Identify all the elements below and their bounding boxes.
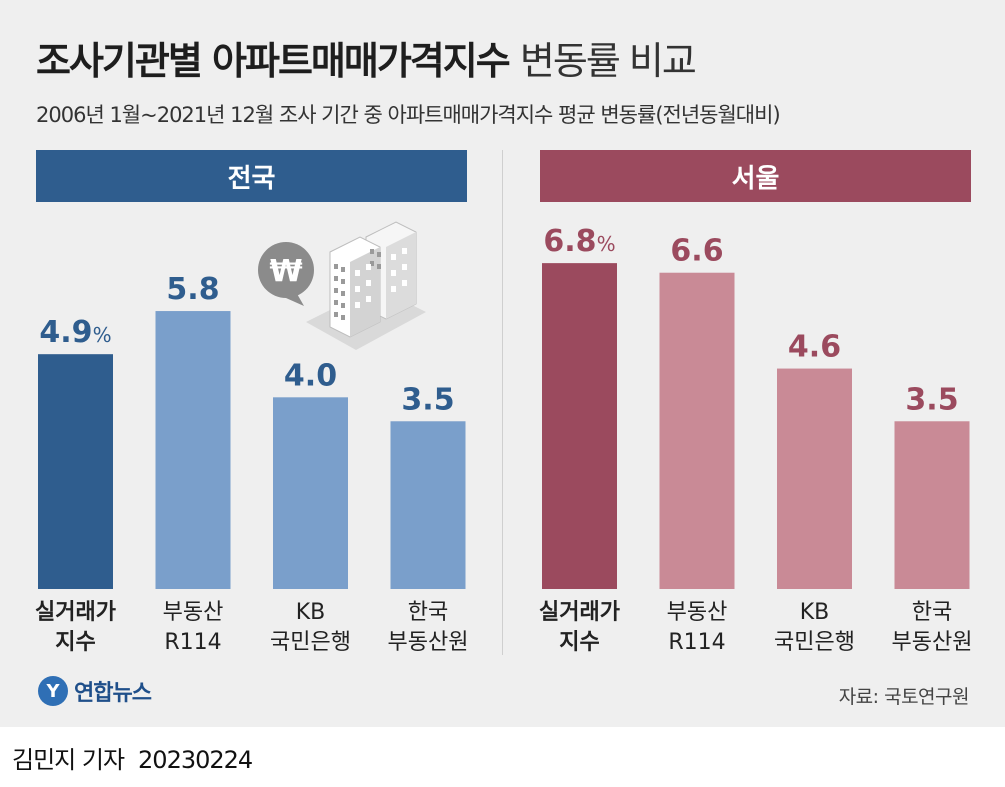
category-label-seoul-1: 지수	[559, 630, 599, 655]
category-label-seoul-4: 부동산원	[892, 630, 973, 655]
apartment-buildings-icon	[306, 221, 426, 350]
value-label-national-3: 4.0	[284, 358, 337, 393]
category-label-national-3: 국민은행	[270, 630, 351, 655]
publish-date: 20230224	[138, 746, 253, 774]
author: 김민지 기자	[12, 746, 125, 774]
value-label-seoul-2: 6.6	[670, 234, 723, 269]
category-label-national-4: 부동산원	[388, 630, 469, 655]
bar-seoul-3	[777, 368, 852, 589]
logo-mark-icon: Y	[38, 676, 68, 706]
won-sign-speech-bubble-icon: ₩	[258, 242, 314, 306]
category-label-national-3: KB	[296, 600, 326, 625]
title-rest: 변동률 비교	[519, 39, 697, 83]
category-label-national-2: 부동산	[163, 600, 224, 625]
value-label-seoul-4: 3.5	[905, 382, 958, 417]
apartment-illustration: ₩	[258, 221, 426, 350]
logo-text: 연합뉴스	[74, 681, 152, 706]
infographic-card: 조사기관별 아파트매매가격지수 변동률 비교 2006년 1월~2021년 12…	[0, 0, 1005, 727]
category-label-national-1: 지수	[55, 630, 95, 655]
yonhap-logo: Y 연합뉴스	[38, 675, 152, 707]
category-label-national-1: 실거래가	[35, 600, 116, 625]
bar-national-3	[273, 397, 348, 589]
won-symbol: ₩	[269, 254, 302, 289]
category-label-national-2: R114	[164, 630, 221, 655]
value-label-seoul-3: 4.6	[788, 330, 841, 365]
bar-national-2	[155, 311, 231, 589]
category-label-seoul-4: 한국	[912, 600, 952, 625]
bar-seoul-2	[659, 272, 735, 589]
category-label-seoul-2: R114	[668, 630, 725, 655]
panel-divider	[502, 150, 503, 655]
bar-national-4	[390, 421, 466, 589]
value-label-seoul-1: 6.8%	[543, 224, 615, 259]
panel-title-seoul: 서울	[540, 150, 971, 202]
source-note: 자료: 국토연구원	[838, 686, 970, 708]
value-label-national-2: 5.8	[166, 272, 219, 307]
bar-seoul-1	[542, 263, 617, 589]
bar-seoul-4	[894, 421, 970, 589]
category-label-seoul-3: KB	[800, 600, 830, 625]
category-label-seoul-2: 부동산	[667, 600, 728, 625]
panel-title-national: 전국	[36, 150, 467, 202]
page-title: 조사기관별 아파트매매가격지수 변동률 비교	[36, 30, 697, 85]
category-label-seoul-3: 국민은행	[774, 630, 855, 655]
category-label-seoul-1: 실거래가	[539, 600, 620, 625]
byline: 김민지 기자 20230224	[12, 740, 253, 775]
value-label-national-1: 4.9%	[39, 315, 111, 350]
bar-national-1	[38, 354, 113, 589]
subtitle: 2006년 1월~2021년 12월 조사 기간 중 아파트매매가격지수 평균 …	[36, 103, 781, 127]
title-main: 조사기관별 아파트매매가격지수	[36, 39, 511, 83]
value-label-national-4: 3.5	[401, 382, 454, 417]
category-label-national-4: 한국	[408, 600, 448, 625]
